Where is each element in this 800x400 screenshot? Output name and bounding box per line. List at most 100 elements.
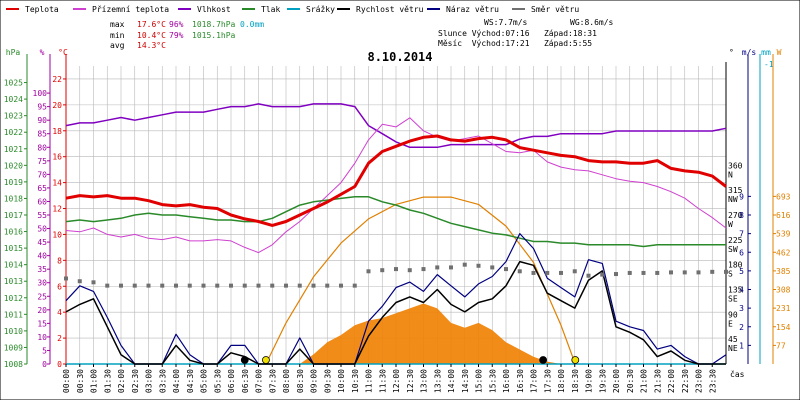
series-smer-vetru-point (201, 283, 206, 288)
legend-label-tlak: Tlak (261, 5, 280, 14)
axes: hPa1008100910101011101210131014101510161… (4, 48, 791, 369)
axis-w-unit: W (777, 48, 782, 57)
x-tick-label: 03:30 (158, 369, 167, 393)
x-tick-label: 02:30 (131, 369, 140, 393)
stat-moon: Měsíc Východ:17:21 Západ:5:55 (438, 39, 592, 48)
axis-degc-tick-label: 12 (52, 205, 62, 214)
series-smer-vetru-point (669, 270, 673, 275)
moonrise-marker (539, 356, 548, 364)
axis-pct-tick-label: 85 (37, 130, 47, 139)
x-tick-label: 21:30 (653, 369, 662, 393)
axis-dir-label: NE (728, 344, 738, 353)
axis-w-tick-label: 308 (776, 286, 791, 295)
x-tick-label: 14:00 (447, 369, 456, 393)
axis-pct-tick-label: 70 (37, 170, 47, 179)
axis-w-tick-label: 154 (776, 323, 791, 332)
axis-degc-tick-label: 6 (57, 282, 62, 291)
series-smer-vetru-point (724, 269, 728, 274)
x-tick-label: 18:30 (571, 369, 580, 393)
stat-max-press: 1018.7hPa (192, 20, 236, 29)
axis-degc-unit: °C (58, 48, 68, 57)
axis-dir-tick-label: 180 (728, 261, 743, 270)
axis-degc-tick-label: 18 (52, 127, 62, 136)
axis-pct-tick-label: 10 (37, 333, 47, 342)
stat-max-rain: 0.0mm (240, 20, 264, 29)
series-smer-vetru-point (339, 283, 343, 288)
series-prizemni-teplota (65, 117, 727, 254)
series-smer-vetru-point (394, 267, 398, 272)
axis-hpa-tick-label: 1015 (4, 244, 23, 253)
stat-wg: WG:8.6m/s (570, 18, 614, 27)
moonset-marker (240, 356, 249, 364)
axis-ms-tick-label: 7 (739, 230, 744, 239)
axis-pct-unit: % (40, 48, 45, 57)
x-tick-label: 16:00 (502, 369, 511, 393)
x-tick-label: 20:00 (612, 369, 621, 393)
series-smer-vetru-point (284, 283, 288, 288)
series-naraz-vetru (65, 233, 727, 365)
axis-pct-tick-label: 40 (37, 252, 47, 261)
series-smer-vetru-point (449, 265, 453, 270)
x-tick-label: 05:00 (200, 369, 209, 393)
series-teplota (65, 134, 727, 227)
axis-degc-tick-label: 2 (57, 334, 62, 343)
axis-dir-tick-label: 360 (728, 161, 743, 170)
x-tick-label: 05:30 (213, 369, 222, 393)
series-smer-vetru-point (682, 270, 687, 275)
axis-hpa-tick-label: 1018 (4, 194, 23, 203)
axis-ms-tick-label: 8 (739, 211, 744, 220)
series-smer-vetru-point (215, 283, 220, 288)
x-tick-label: 15:00 (475, 369, 484, 393)
axis-w-tick-label: 539 (776, 230, 791, 239)
axis-degc-tick-label: 20 (52, 101, 62, 110)
legend-label-smer: Směr větru (531, 5, 579, 14)
axis-pct-tick-label: 75 (37, 157, 47, 166)
series-smer-vetru-point (297, 283, 302, 288)
x-tick-label: 23:30 (708, 369, 717, 393)
axis-w-tick-label: 231 (776, 304, 791, 313)
x-tick-label: 23:00 (695, 369, 704, 393)
axis-hpa-tick-label: 1009 (4, 343, 23, 352)
series-smer-vetru-point (366, 269, 371, 274)
axis-mm-tick-label: -1 (764, 60, 774, 69)
axis-dir-label: NW (728, 195, 738, 204)
stat-min-press: 1015.1hPa (192, 31, 236, 40)
series-smer-vetru-point (270, 283, 275, 288)
series-smer-vetru-point (517, 269, 522, 274)
axis-pct-tick-label: 50 (37, 225, 47, 234)
series-smer-vetru-point (160, 283, 165, 288)
x-tick-label: 20:30 (626, 369, 635, 393)
axis-pct-tick-label: 55 (37, 211, 47, 220)
x-tick-label: 11:30 (378, 369, 387, 393)
axis-ms-tick-label: 5 (739, 267, 744, 276)
x-tick-label: 00:00 (62, 369, 71, 393)
x-tick-label: 03:00 (145, 369, 154, 393)
series-vlhkost (65, 103, 727, 149)
axis-hpa-tick-label: 1019 (4, 178, 23, 187)
x-tick-label: 08:30 (296, 369, 305, 393)
legend-label-naraz: Náraz větru (446, 5, 499, 14)
series-smer-vetru-point (105, 283, 110, 288)
x-tick-label: 18:00 (557, 369, 566, 393)
series-smer-vetru-point (696, 270, 701, 275)
axis-ms-tick-label: 9 (739, 192, 744, 201)
x-tick-label: 09:00 (310, 369, 319, 393)
axis-ms-unit: m/s (742, 48, 757, 57)
axis-ms-tick-label: 6 (739, 248, 744, 257)
axis-dir-tick-label: 135 (728, 286, 743, 295)
axis-hpa-tick-label: 1023 (4, 112, 23, 121)
axis-degc-tick-label: 8 (57, 256, 62, 265)
axis-pct-tick-label: 100 (33, 89, 48, 98)
grid (65, 66, 727, 365)
x-tick-label: 12:00 (392, 369, 401, 393)
series-smer-vetru-point (586, 273, 591, 278)
series-smer-vetru-point (559, 270, 563, 275)
axis-w-tick-label: 385 (776, 267, 791, 276)
axis-dir-label: W (728, 220, 733, 229)
x-tick-label: 19:00 (585, 369, 594, 393)
x-tick-label: 13:30 (433, 369, 442, 393)
legend-label-srazky: Srážky (306, 5, 335, 14)
axis-w-tick-label: 462 (776, 248, 791, 257)
series-smer-vetru-point (325, 283, 330, 288)
